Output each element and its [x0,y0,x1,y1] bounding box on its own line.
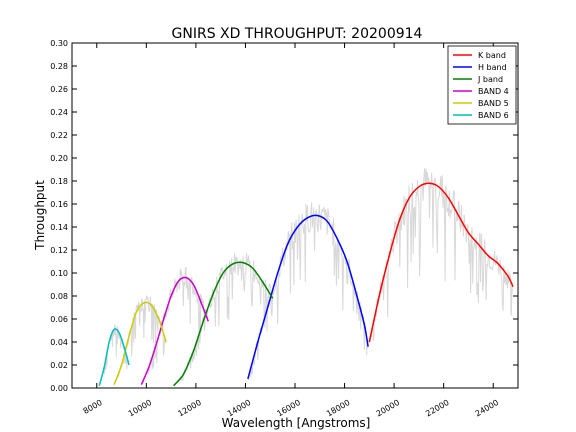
legend-label: K band [478,51,506,60]
y-tick-label: 0.14 [50,223,68,232]
series-line-j-band [173,261,274,387]
y-tick-label: 0.02 [50,361,68,370]
x-tick-label: 10000 [127,398,154,419]
y-tick-label: 0.24 [50,108,68,117]
legend-label: BAND 4 [478,87,509,96]
legend-label: H band [478,63,507,72]
x-tick-label: 22000 [424,398,451,419]
x-tick-label: 12000 [176,398,203,419]
legend: K band H band J band BAND 4 BAND 5 BAND 6 [447,45,517,125]
x-tick-label: 20000 [375,398,402,419]
y-tick-label: 0.12 [50,246,68,255]
x-axis-label: Wavelength [Angstroms] [222,416,371,430]
x-tick-label: 8000 [82,398,104,416]
legend-box [447,45,517,125]
y-axis-label: Throughput [33,180,47,251]
y-tick-label: 0.10 [50,269,68,278]
legend-label: J band [477,75,503,84]
y-tick-label: 0.08 [50,292,68,301]
series-line-band-5 [113,301,167,385]
y-tick-label: 0.00 [50,384,68,393]
series-line-h-band [247,214,369,380]
background-trace-4 [140,266,209,386]
y-tick-label: 0.22 [50,131,68,140]
y-tick-label: 0.16 [50,200,68,209]
series-line-k-band [368,182,514,343]
y-tick-label: 0.04 [50,338,68,347]
series-layer [98,182,514,387]
series-line-band-4 [140,276,209,385]
y-tick-label: 0.26 [50,85,68,94]
x-tick-label: 24000 [474,398,501,419]
background-trace-1 [369,168,514,344]
series-line-band-6 [98,328,130,386]
chart-title: GNIRS XD THROUGHPUT: 20200914 [172,26,423,42]
y-tick-label: 0.06 [50,315,68,324]
legend-label: BAND 6 [478,111,509,120]
y-tick-label: 0.18 [50,177,68,186]
y-tick-label: 0.30 [50,39,68,48]
y-tick-label: 0.20 [50,154,68,163]
y-tick-label: 0.28 [50,62,68,71]
legend-label: BAND 5 [478,99,509,108]
